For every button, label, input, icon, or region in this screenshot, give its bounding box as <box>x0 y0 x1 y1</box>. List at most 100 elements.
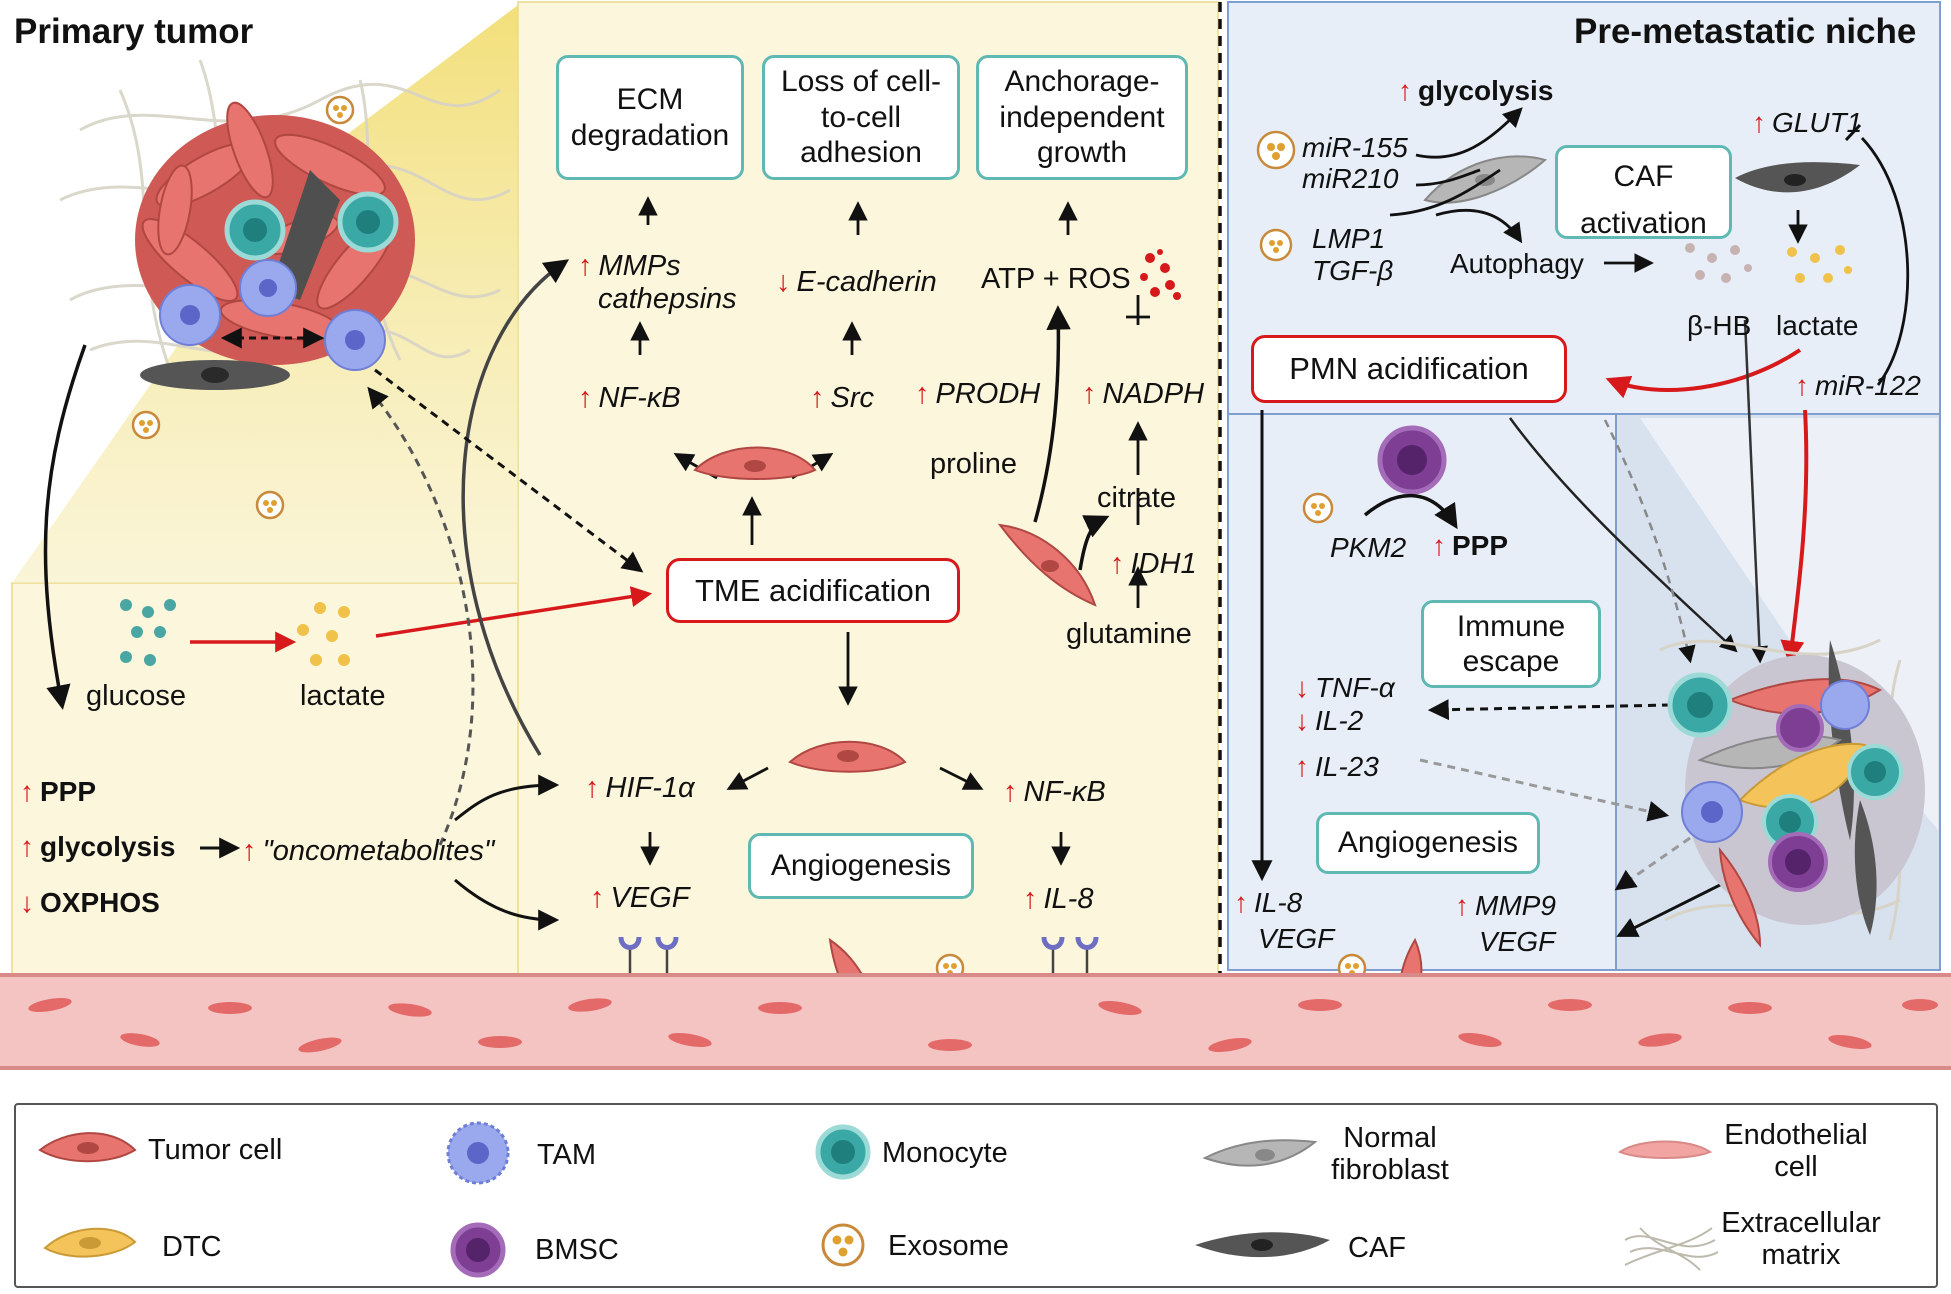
hif1a-label: ↑ HIF-1α <box>585 772 695 804</box>
glut1-inhibit-bar <box>1844 123 1862 142</box>
lactate-left-label: lactate <box>300 680 386 712</box>
primary-tumor-title: Primary tumor <box>14 12 254 51</box>
oxphos-text: OXPHOS <box>40 887 160 918</box>
legend-caf: CAF <box>1348 1232 1406 1264</box>
lactate-dots-left <box>297 602 350 666</box>
prodh-label: ↑ PRODH <box>915 378 1041 410</box>
mir122-label: ↑ miR-122 <box>1795 370 1921 401</box>
autophagy-label: Autophagy <box>1450 248 1584 279</box>
citrate-label: citrate <box>1097 482 1176 514</box>
glycolysis-left-text: glycolysis <box>40 831 176 862</box>
legend-extracellular-matrix: Extracellular matrix <box>1721 1207 1881 1272</box>
lmp1-label: LMP1 <box>1312 223 1386 254</box>
il2-label: ↓ IL-2 <box>1295 705 1364 736</box>
pmn-acidification-label: PMN acidification <box>1289 351 1529 386</box>
pmn-to-niche-dashed <box>1603 419 1696 664</box>
receptors <box>618 936 1099 975</box>
glycolysis-right-label: ↑ glycolysis <box>1398 75 1554 106</box>
ecm-degradation-label: ECM degradation <box>570 83 730 152</box>
tnfa-text: TNF-α <box>1315 672 1395 703</box>
legend-endothelial-cell: Endothelial cell <box>1724 1119 1868 1184</box>
curve-to-mmps <box>461 259 570 756</box>
src-text: Src <box>830 382 875 414</box>
angiogenesis-right-box: Angiogenesis <box>1316 812 1540 874</box>
vegf-left-label: ↑ VEGF <box>590 882 690 914</box>
il2-text: IL-2 <box>1315 705 1364 736</box>
ppp-label: ↑ PPP <box>20 776 97 807</box>
mir155-label: miR-155 <box>1302 132 1408 163</box>
metastatic-niche-cluster <box>1659 638 1925 948</box>
pmn-acidification-box: PMN acidification <box>1251 335 1567 403</box>
lactate-to-tme-arrow <box>375 586 653 638</box>
bmsc-cell <box>1377 425 1447 495</box>
ppp-right-text: PPP <box>1452 530 1509 561</box>
pkm2-to-ppp <box>1363 493 1458 530</box>
il8-left-label: ↑ IL-8 <box>1023 883 1094 915</box>
nfkb-bottom-label: ↑ NF-κB <box>1003 776 1106 808</box>
mir122-red <box>1780 409 1809 665</box>
vegf-right2-label: VEGF <box>1479 926 1556 957</box>
ecm-degradation-box: ECM degradation <box>556 55 744 180</box>
oncometabolites-label: ↑ "oncometabolites" <box>242 835 495 867</box>
primary-tumor-mass <box>135 101 415 390</box>
blood-vessel <box>0 973 1951 1070</box>
mir210-label: miR210 <box>1302 163 1399 194</box>
lactate-to-pmn-red <box>1605 348 1802 399</box>
glycolysis-left-label: ↑ glycolysis <box>20 831 176 862</box>
mmp9-label: ↑ MMP9 <box>1455 890 1556 921</box>
mir122-text: miR-122 <box>1815 370 1921 401</box>
bhb-dots <box>1685 243 1752 283</box>
mmps-label: ↑ MMPs <box>578 250 681 282</box>
oxphos-label: ↓ OXPHOS <box>20 887 160 918</box>
tnfa-label: ↓ TNF-α <box>1295 672 1395 703</box>
glycolysis-right-text: glycolysis <box>1418 75 1554 106</box>
tumor-to-ppp-arrow <box>43 344 87 710</box>
oncometabolites-text: "oncometabolites" <box>262 835 495 867</box>
glut1-label: ↑ GLUT1 <box>1752 107 1863 138</box>
il8-right-label: ↑ IL-8 <box>1234 887 1303 918</box>
lactate-dots-right <box>1787 245 1852 283</box>
angiogenesis-left-box: Angiogenesis <box>748 833 974 899</box>
cell-to-citrate <box>1078 515 1110 571</box>
e-cadherin-text: E-cadherin <box>796 266 937 298</box>
nfkb-top-text: NF-κB <box>598 382 681 414</box>
immune-escape-label: Immune escape <box>1456 609 1566 678</box>
caf-right <box>1735 162 1860 193</box>
il8-left-text: IL-8 <box>1043 883 1094 915</box>
mmps-text: MMPs <box>598 250 681 282</box>
idh1-label: ↑ IDH1 <box>1110 548 1197 580</box>
il8-right-text: IL-8 <box>1254 887 1303 918</box>
niche-to-mmp9-dashed <box>1614 836 1691 891</box>
pre-metastatic-niche-title: Pre-metastatic niche <box>1574 12 1917 51</box>
legend-dtc: DTC <box>162 1231 222 1263</box>
vegf-left-text: VEGF <box>610 882 690 914</box>
tme-acidification-label: TME acidification <box>694 572 932 608</box>
caf-activation-label: CAF activation <box>1580 160 1707 240</box>
glucose-label: glucose <box>86 680 186 712</box>
bhb-label: β-HB <box>1687 310 1752 341</box>
legend-bmsc: BMSC <box>535 1234 619 1266</box>
pkm2-label: PKM2 <box>1330 532 1407 563</box>
right-panel-arrows <box>1389 107 1910 386</box>
e-cadherin-label: ↓ E-cadherin <box>776 266 937 298</box>
pmn-to-niche <box>1508 417 1738 653</box>
right-lower-panel <box>1227 413 1617 971</box>
atp-ros-label: ATP + ROS <box>981 263 1131 295</box>
loss-adhesion-label: Loss of cell-to-cell adhesion <box>780 65 942 170</box>
proline-to-atp <box>1033 305 1071 523</box>
oncometabolite-dashed-curve <box>367 386 475 846</box>
legend-tumor-cell: Tumor cell <box>148 1134 283 1166</box>
glutamine-label: glutamine <box>1066 618 1192 650</box>
legend-exosome: Exosome <box>888 1230 1009 1262</box>
angiogenesis-right-label: Angiogenesis <box>1337 826 1519 860</box>
immune-escape-box: Immune escape <box>1421 600 1601 688</box>
tgfb-label: TGF-β <box>1312 255 1394 286</box>
lactate-to-niche <box>1743 319 1769 664</box>
onco-to-vegf <box>454 878 560 931</box>
angiogenesis-left-label: Angiogenesis <box>770 849 952 883</box>
proline-label: proline <box>930 448 1018 480</box>
hif1a-text: HIF-1α <box>605 772 695 804</box>
lactate-right-label: lactate <box>1776 310 1859 341</box>
anchorage-label: Anchorage-independent growth <box>999 65 1165 170</box>
